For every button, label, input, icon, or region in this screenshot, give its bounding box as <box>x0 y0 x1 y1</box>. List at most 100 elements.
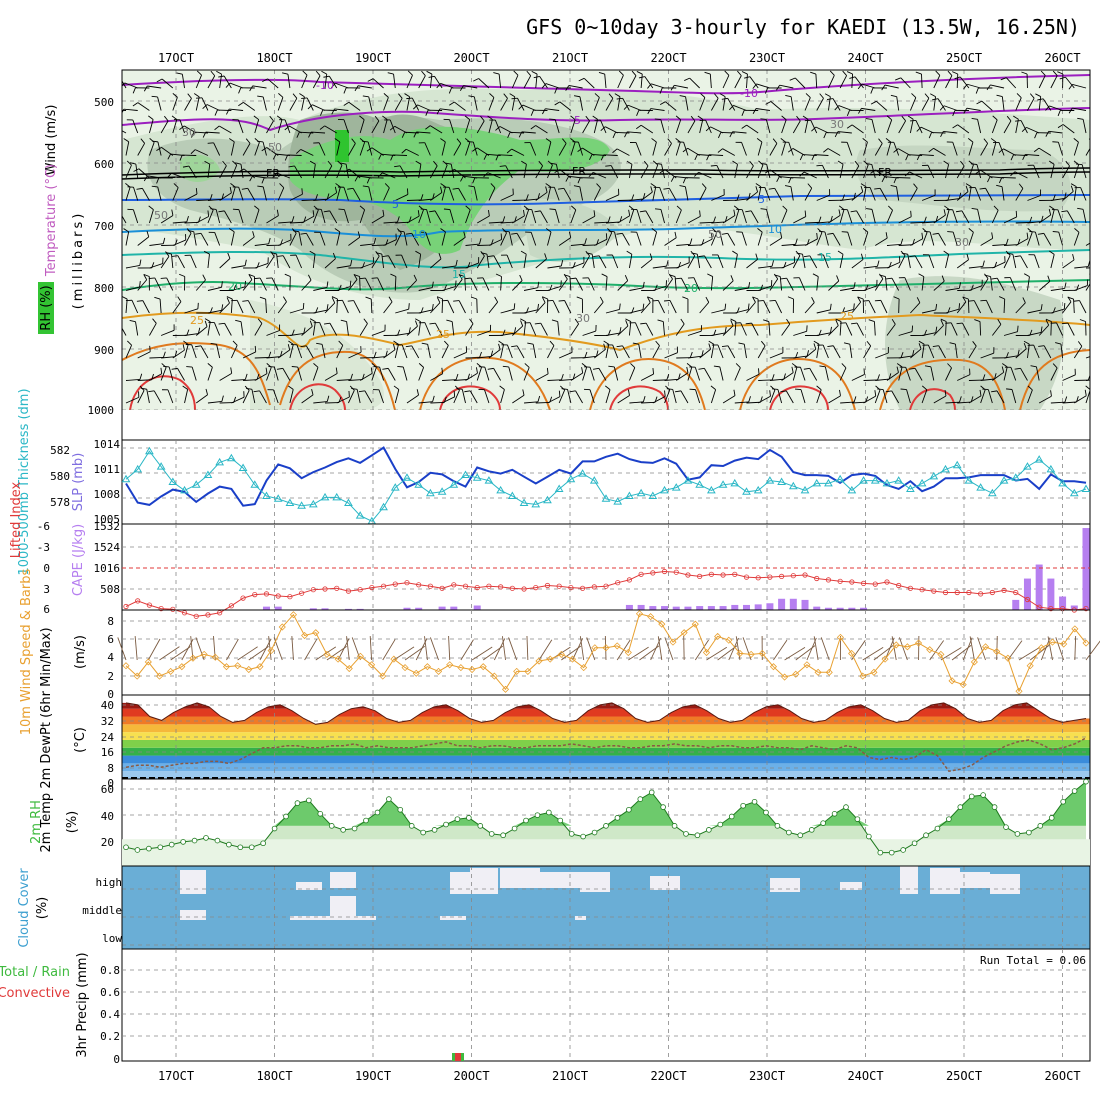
lifted-index-point <box>767 574 773 580</box>
wind-barb <box>273 389 279 404</box>
wind-barb <box>846 71 853 75</box>
wind-barb <box>554 169 561 173</box>
wind-barb <box>1010 171 1016 177</box>
wind-barb <box>794 77 806 89</box>
wind-barb <box>863 345 872 359</box>
wind-barb <box>840 287 855 291</box>
wind-speed-point <box>256 663 264 671</box>
wind-barb <box>962 322 970 336</box>
thickness-point <box>847 485 857 494</box>
wind-barb <box>652 231 658 246</box>
wind-barb <box>266 356 281 359</box>
wind-barb <box>791 363 798 368</box>
wind-barb <box>401 132 406 138</box>
wind-barb <box>372 78 384 89</box>
wind-barb <box>488 301 498 314</box>
wind-barb <box>638 76 645 79</box>
wind-barb <box>856 210 864 224</box>
wind-barb <box>440 186 443 193</box>
wind-barb <box>567 389 572 404</box>
rh-point <box>180 839 186 845</box>
wind-barb <box>526 635 529 661</box>
wind-barb <box>919 154 934 156</box>
wind-barb <box>1018 183 1024 189</box>
wind-barb <box>545 186 548 193</box>
rh-high-fill <box>126 781 1086 826</box>
wind-barb <box>456 138 462 144</box>
wind-barb <box>301 279 312 291</box>
wind-barb <box>813 636 819 661</box>
wind-speed-point <box>501 685 510 693</box>
wind-barb <box>529 142 537 156</box>
wind-barb <box>598 71 605 75</box>
wind-barb <box>523 309 538 314</box>
temp-band <box>122 739 1090 748</box>
precip-convective-bar <box>455 1053 461 1061</box>
wind-barb <box>650 108 665 111</box>
date-label: 17OCT <box>158 51 194 65</box>
wind-barb <box>203 250 210 255</box>
wind-barb <box>675 115 681 121</box>
wind-barb <box>592 115 598 120</box>
wind-barb <box>1023 342 1027 349</box>
wind-barb <box>910 302 921 314</box>
wind-barb <box>289 221 304 224</box>
wind-barb <box>898 637 908 661</box>
wind-barb <box>996 278 1005 291</box>
wind-barb <box>918 273 925 278</box>
wind-barb <box>1049 105 1063 111</box>
wind-barb <box>704 255 712 269</box>
wind-barb <box>156 146 162 151</box>
wind-barb <box>537 303 539 310</box>
wind-barb <box>387 72 394 75</box>
wind-barb <box>1062 191 1074 201</box>
wind-barb <box>495 126 501 131</box>
wind-barb <box>195 279 206 291</box>
wind-barb <box>834 131 839 138</box>
wind-barb <box>994 373 997 380</box>
wind-barb <box>334 228 341 233</box>
wind-barb <box>757 395 771 404</box>
wind-barb <box>287 344 291 351</box>
wind-barb <box>734 198 749 201</box>
wind-barb <box>354 175 359 182</box>
wind-barb <box>816 309 831 314</box>
thickness-point <box>180 485 189 494</box>
rh-ylabel: 2m RH <box>29 800 44 844</box>
precip-ylabel: 3hr Precip (mm) <box>75 952 90 1057</box>
wind-barb <box>202 131 207 138</box>
lifted-index-point <box>802 572 808 578</box>
temp-band <box>122 763 1090 772</box>
wind-barb <box>874 187 881 190</box>
wind-barb <box>143 274 148 280</box>
wind-barb <box>882 389 888 404</box>
wind-barb <box>1068 107 1073 114</box>
wind-barb <box>207 321 211 336</box>
wind-barb <box>464 277 471 280</box>
thickness-point <box>824 478 833 487</box>
wind-barb <box>674 390 682 393</box>
wind-barb <box>418 287 433 291</box>
wind-barb <box>924 93 930 99</box>
wind-barb <box>729 131 733 138</box>
wind-barb <box>374 115 380 122</box>
wind-barb <box>603 343 606 350</box>
wind-speed-point <box>379 672 387 680</box>
wind-barb <box>177 368 185 381</box>
lifted-index-point <box>708 571 714 577</box>
wind-barb <box>500 98 508 111</box>
date-label: 19OCT <box>355 51 391 65</box>
wind-barb <box>294 165 302 179</box>
wind-barb <box>1062 259 1075 269</box>
wind-barb <box>839 75 848 89</box>
wind-barb <box>605 194 619 201</box>
wind-barb <box>184 221 199 224</box>
lifted-index-point <box>123 603 129 610</box>
wind-barb <box>803 171 817 179</box>
wind-barb <box>393 646 415 661</box>
wind-barb <box>383 187 390 201</box>
cape-bar <box>719 606 727 610</box>
wind-barb <box>766 209 771 224</box>
wind-barb <box>425 109 429 116</box>
wind-barb <box>732 250 738 255</box>
